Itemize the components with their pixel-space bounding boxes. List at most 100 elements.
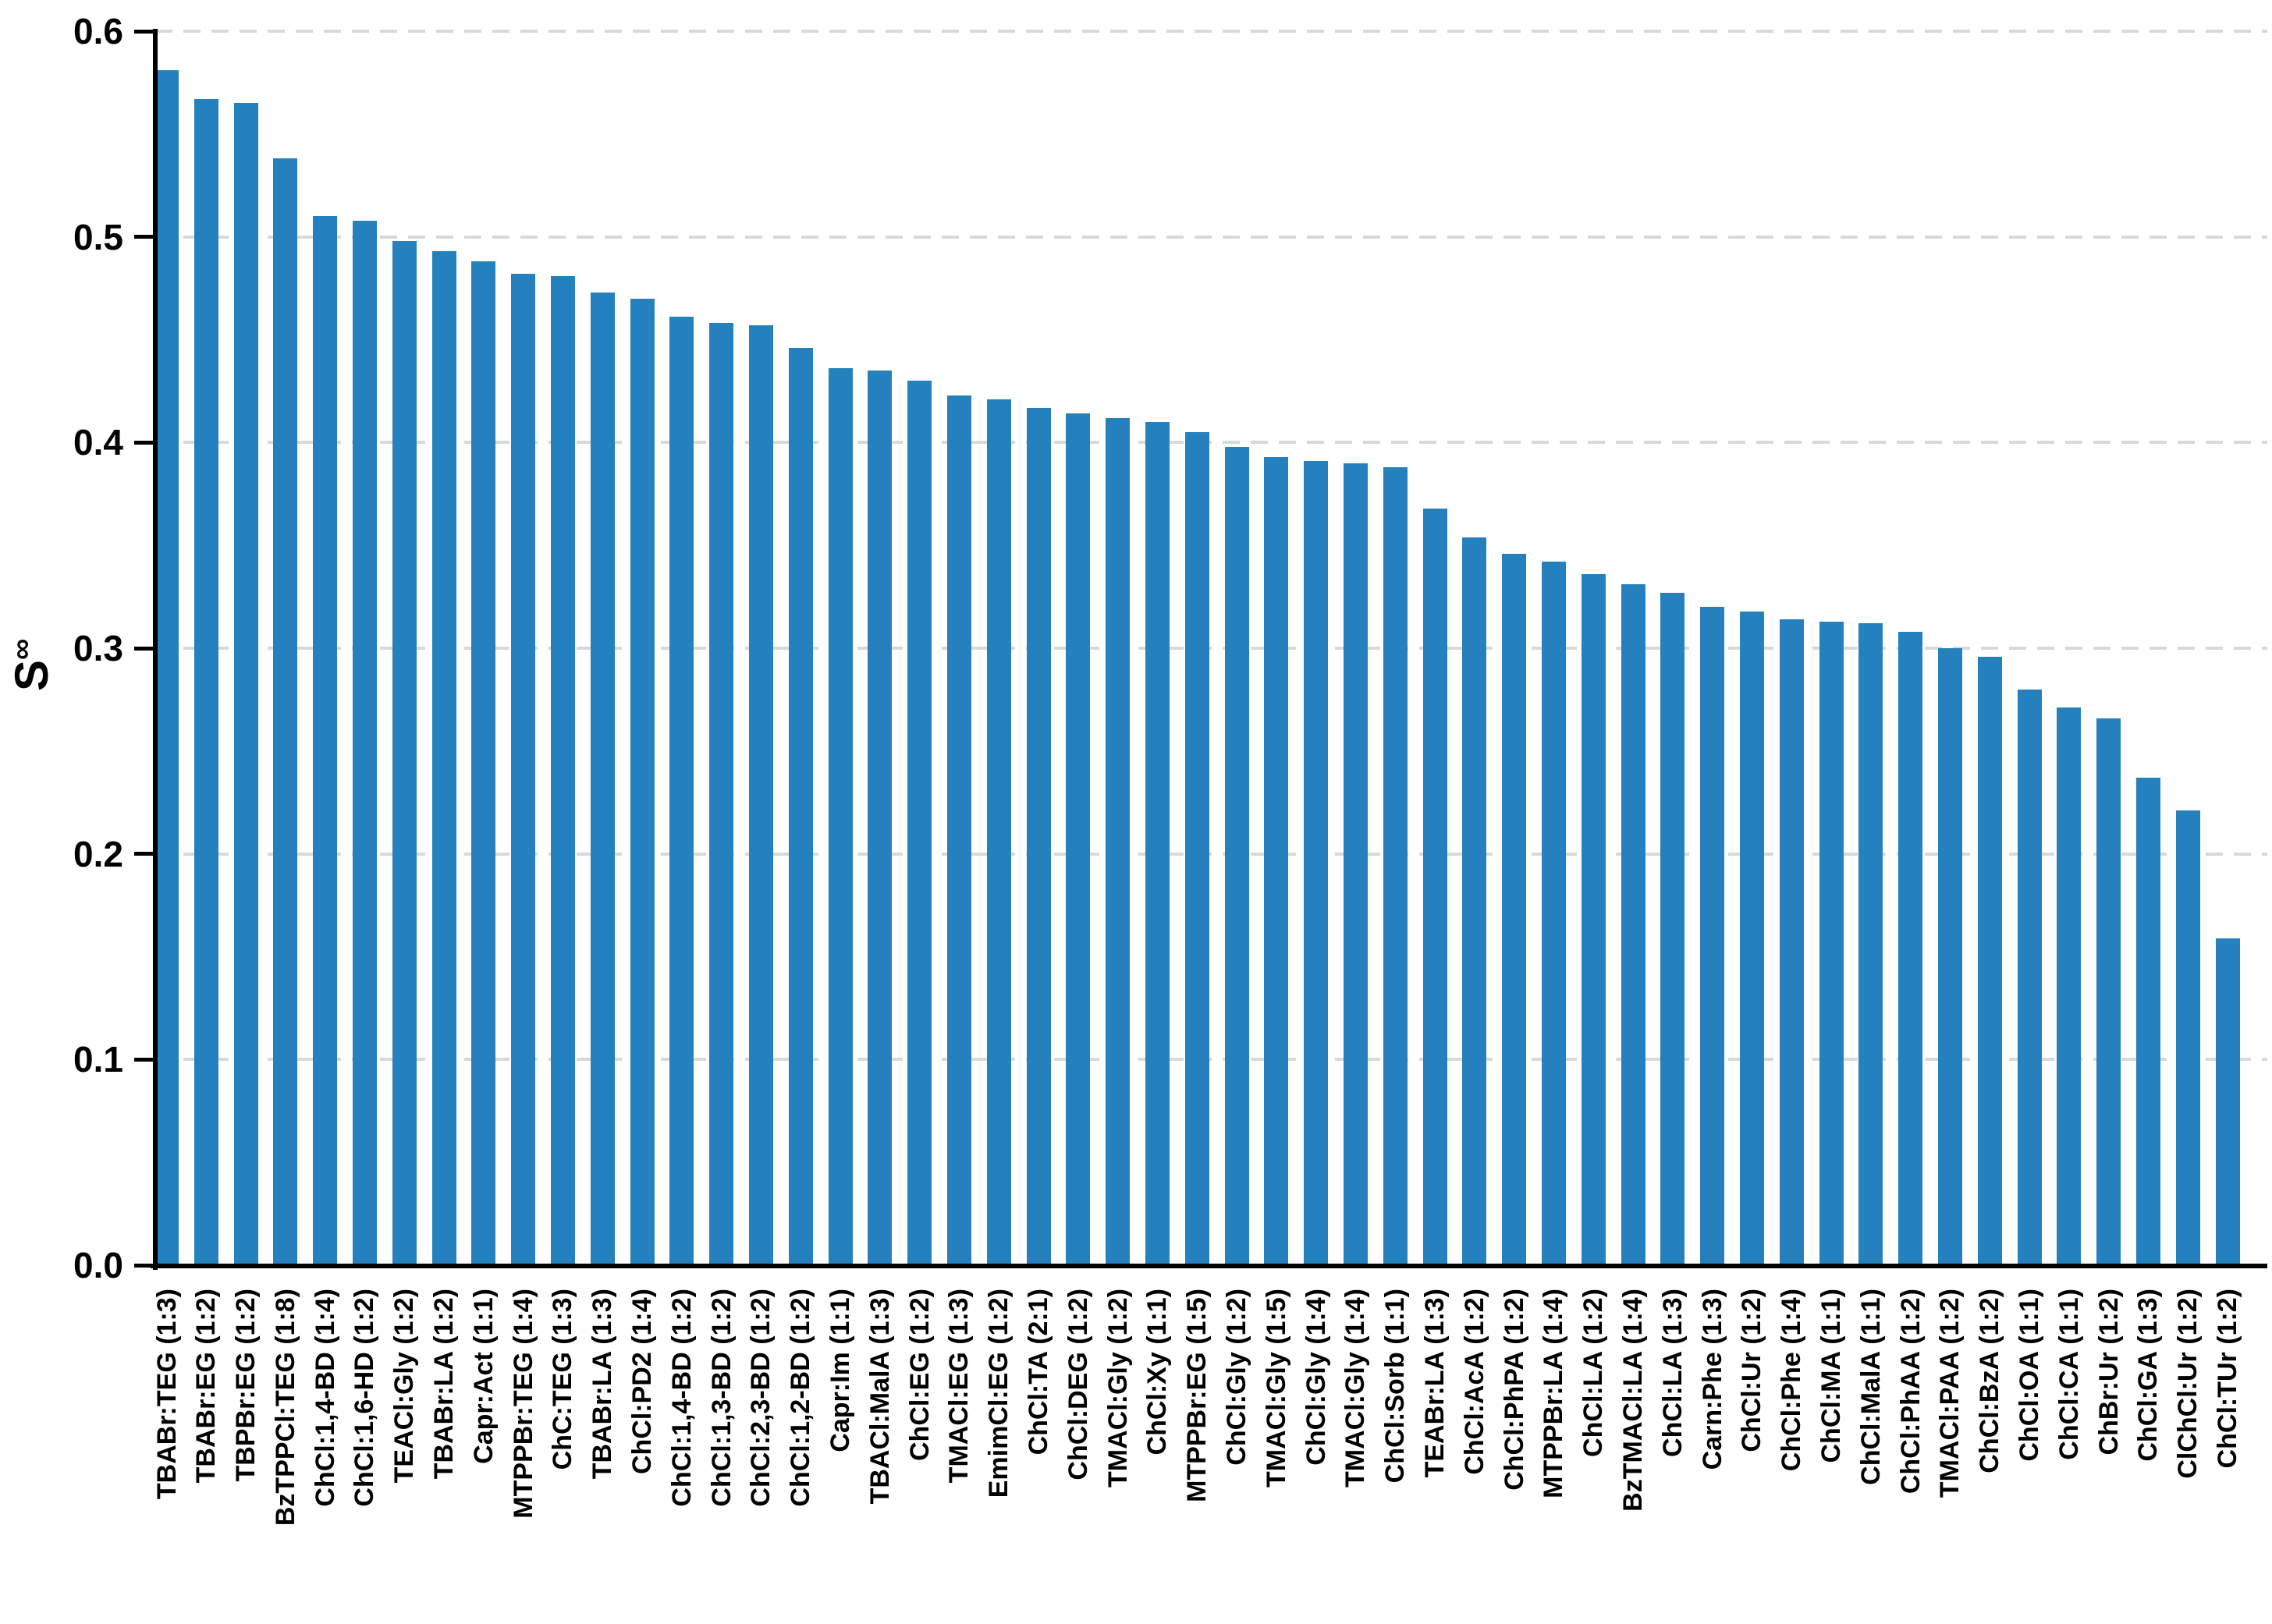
x-tick-label: Capr:Act (1:1) [468, 1289, 499, 1464]
x-tick-label: ChCl:1,4-BD (1:2) [666, 1289, 697, 1507]
x-tick-label: TMACl:Gly (1:5) [1261, 1289, 1291, 1487]
bar [1343, 463, 1368, 1264]
gridline-0.3 [155, 647, 2267, 650]
bar [709, 323, 734, 1264]
bar [1937, 648, 1962, 1264]
bar [471, 261, 496, 1264]
bar [511, 274, 536, 1264]
bar [868, 371, 893, 1264]
x-tick-label: ChCl:PD2 (1:4) [627, 1289, 658, 1475]
bar [1621, 584, 1645, 1264]
bar [1858, 623, 1883, 1264]
bar [1898, 631, 1923, 1264]
x-axis-line [151, 1264, 2267, 1268]
y-tick-label: 0.0 [73, 1245, 123, 1285]
bar [1304, 461, 1329, 1264]
x-tick-label: MTPPBr:LA (1:4) [1539, 1289, 1569, 1498]
bar [1462, 537, 1487, 1264]
x-tick-label: TBABr:EG (1:2) [191, 1289, 222, 1484]
bar [233, 103, 258, 1264]
x-tick-label: Carn:Phe (1:3) [1697, 1289, 1727, 1470]
bar [1383, 466, 1408, 1264]
x-tick-label: ChCl:1,6-HD (1:2) [350, 1289, 380, 1507]
gridline-0.5 [155, 235, 2267, 239]
bar [193, 99, 218, 1264]
y-tick-mark [134, 235, 153, 239]
x-tick-label: ChCl:LA (1:3) [1657, 1289, 1688, 1457]
x-tick-label: ChCl:OA (1:1) [2015, 1289, 2044, 1462]
x-tick-label: TMACl:Gly (1:2) [1102, 1289, 1133, 1487]
x-tick-label: ChCl:Sorb (1:1) [1380, 1289, 1411, 1484]
bar [1779, 619, 1804, 1264]
x-tick-label: ChCl:GA (1:3) [2133, 1289, 2164, 1462]
bar [1502, 553, 1527, 1264]
bar [1819, 621, 1844, 1264]
x-tick-label: MTPPBr:EG (1:5) [1182, 1289, 1212, 1502]
x-tick-label: ChCl:1,2-BD (1:2) [786, 1289, 816, 1507]
bar [1422, 508, 1447, 1264]
x-tick-label: ChCl:1,4-BD (1:4) [310, 1289, 340, 1507]
bar [2215, 938, 2240, 1264]
bar [1700, 607, 1725, 1264]
bar [2057, 707, 2082, 1264]
bar [1977, 656, 2002, 1264]
x-tick-label: ChCl:EG (1:2) [904, 1289, 935, 1461]
bar [907, 381, 932, 1264]
x-tick-label: TEABr:LA (1:3) [1420, 1289, 1450, 1478]
x-tick-label: ChCl:Xy (1:1) [1142, 1289, 1173, 1456]
bar [2175, 810, 2200, 1264]
x-tick-label: MTPPBr:TEG (1:4) [508, 1289, 538, 1519]
x-tick-label: TBABr:TEG (1:3) [151, 1289, 182, 1500]
x-tick-label: ChCl:MA (1:1) [1816, 1289, 1847, 1463]
x-tick-label: ChCl:AcA (1:2) [1459, 1289, 1489, 1475]
bar [1066, 413, 1091, 1264]
y-tick-mark [134, 440, 153, 445]
y-tick-label: 0.4 [73, 422, 123, 463]
bar [986, 399, 1011, 1264]
x-tick-label: TBABr:LA (1:3) [588, 1289, 618, 1480]
x-tick-label: ChCl:2,3-BD (1:2) [746, 1289, 776, 1507]
x-tick-label: TBACl:MalA (1:3) [864, 1289, 895, 1505]
x-tick-label: ChBr:Ur (1:2) [2093, 1289, 2124, 1456]
x-tick-label: TBABr:LA (1:2) [429, 1289, 460, 1480]
y-tick-mark [134, 852, 153, 856]
bar-chart: S∞ 0.0 0.1 0.2 0.3 0.4 0.5 0.6 TBABr:TEG (1:3) T… [5, 11, 2267, 1526]
bar [630, 298, 655, 1264]
bar [273, 158, 298, 1264]
y-tick-mark [134, 1057, 153, 1062]
bar [550, 275, 575, 1264]
x-tick-label: ChCl:BzA (1:2) [1975, 1289, 2005, 1473]
y-axis-line [153, 29, 158, 1270]
bar [2096, 718, 2121, 1264]
x-tick-label: ChCl:PhAA (1:2) [1895, 1289, 1926, 1495]
bar [1106, 417, 1131, 1264]
bar [590, 292, 615, 1264]
x-tick-label: TBPBr:EG (1:2) [231, 1289, 261, 1482]
bar [313, 216, 338, 1264]
bar [748, 325, 773, 1264]
x-tick-label: ChCl:LA (1:2) [1578, 1289, 1609, 1457]
y-tick-label: 0.3 [73, 628, 123, 668]
bar [1581, 574, 1606, 1264]
bar [2017, 689, 2042, 1264]
bar [1145, 421, 1170, 1264]
bar [1264, 456, 1289, 1264]
x-tick-label: ChCl:DEG (1:2) [1063, 1289, 1093, 1480]
x-tick-label: ChCl:Gly (1:2) [1222, 1289, 1252, 1466]
bar [1739, 611, 1764, 1264]
y-tick-label: 0.1 [73, 1039, 123, 1080]
x-tick-label: ChCl:Phe (1:4) [1777, 1289, 1807, 1472]
bar [1026, 407, 1051, 1264]
bar [828, 368, 853, 1264]
bar [352, 220, 377, 1264]
y-tick-label: 0.2 [73, 833, 123, 874]
bar [431, 251, 456, 1264]
bar [154, 70, 179, 1264]
bar [946, 395, 971, 1264]
x-tick-label: TMACl:EG (1:3) [944, 1289, 974, 1484]
x-tick-label: BzTMACl:LA (1:4) [1618, 1289, 1649, 1512]
x-tick-label: TMACl:PAA (1:2) [1935, 1289, 1965, 1498]
x-tick-label: ChCl:PhPA (1:2) [1499, 1289, 1529, 1491]
bar [392, 240, 417, 1264]
x-tick-label: BzTPPCl:TEG (1:8) [270, 1289, 300, 1526]
